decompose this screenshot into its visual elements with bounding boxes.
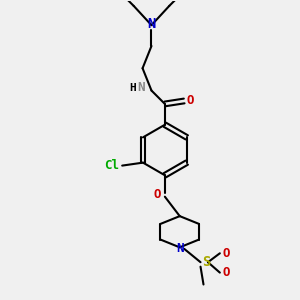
Text: S: S: [202, 255, 211, 269]
Text: N: N: [176, 242, 184, 255]
Text: Cl: Cl: [104, 159, 119, 172]
Text: O: O: [222, 266, 230, 279]
Text: O: O: [154, 188, 161, 201]
Text: N: N: [147, 17, 156, 31]
Text: H: H: [129, 82, 136, 93]
Text: O: O: [186, 94, 194, 107]
Text: O: O: [222, 247, 230, 260]
Text: N: N: [137, 81, 145, 94]
